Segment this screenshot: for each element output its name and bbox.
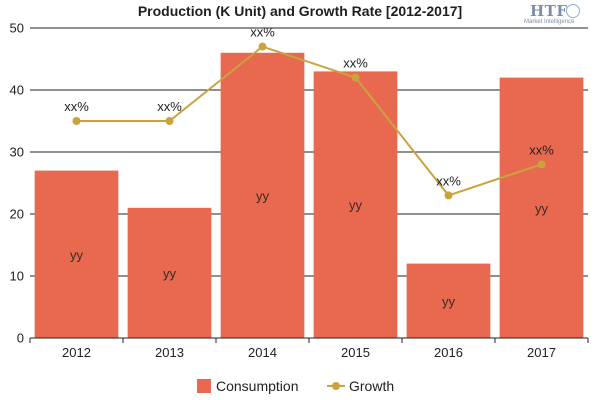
htf-logo: HTF Market Intelligence — [524, 2, 594, 28]
bar — [313, 71, 398, 339]
logo-subtitle: Market Intelligence — [524, 19, 575, 25]
y-tick-label: 40 — [10, 83, 24, 98]
legend-label-consumption: Consumption — [216, 378, 299, 394]
bar — [406, 263, 491, 338]
legend: Consumption Growth — [197, 378, 394, 394]
x-tick-label: 2016 — [434, 345, 463, 360]
chart-title: Production (K Unit) and Growth Rate [201… — [137, 3, 463, 19]
globe-icon — [566, 4, 580, 18]
growth-point — [444, 191, 453, 200]
legend-swatch-consumption — [197, 379, 211, 393]
x-tick-label: 2012 — [62, 345, 91, 360]
bar — [127, 207, 212, 338]
logo-brand: HTF — [530, 2, 568, 20]
legend-label-growth: Growth — [349, 378, 394, 394]
growth-point — [258, 42, 267, 51]
growth-point — [165, 117, 174, 125]
growth-data-label: xx% — [157, 99, 182, 114]
legend-marker-growth — [332, 382, 340, 390]
growth-point — [72, 117, 81, 125]
y-tick-label: 50 — [10, 21, 24, 36]
x-tick-label: 2017 — [527, 345, 556, 360]
bar-data-label: yy — [256, 188, 270, 203]
x-axis: 2012 2013 2014 2015 2016 2017 — [29, 337, 589, 360]
growth-point — [537, 160, 546, 169]
growth-data-label: xx% — [64, 99, 89, 114]
bar-data-label: yy — [163, 266, 177, 281]
y-axis: 0 10 20 30 40 50 — [10, 21, 24, 346]
bar — [34, 170, 119, 338]
y-tick-label: 10 — [10, 269, 24, 284]
x-tick-label: 2015 — [341, 345, 370, 360]
x-tick-label: 2014 — [248, 345, 277, 360]
bar-data-label: yy — [349, 198, 363, 213]
bar-data-label: yy — [70, 247, 84, 262]
growth-point — [351, 73, 360, 82]
growth-data-label: xx% — [250, 25, 275, 40]
y-tick-label: 0 — [17, 331, 24, 346]
line-series: xx% xx% xx% xx% xx% xx% — [64, 25, 554, 200]
bar-series: yy yy yy yy yy yy — [34, 52, 584, 339]
growth-line — [76, 45, 542, 197]
growth-data-label: xx% — [436, 173, 461, 188]
y-tick-label: 30 — [10, 145, 24, 160]
growth-data-label: xx% — [343, 56, 368, 71]
bar-data-label: yy — [535, 201, 549, 216]
bar — [220, 52, 305, 339]
x-tick-label: 2013 — [155, 345, 184, 360]
growth-data-label: xx% — [529, 142, 554, 157]
bar-data-label: yy — [442, 294, 456, 309]
y-tick-label: 20 — [10, 207, 24, 222]
bar — [499, 77, 584, 338]
grid-lines — [30, 27, 588, 277]
